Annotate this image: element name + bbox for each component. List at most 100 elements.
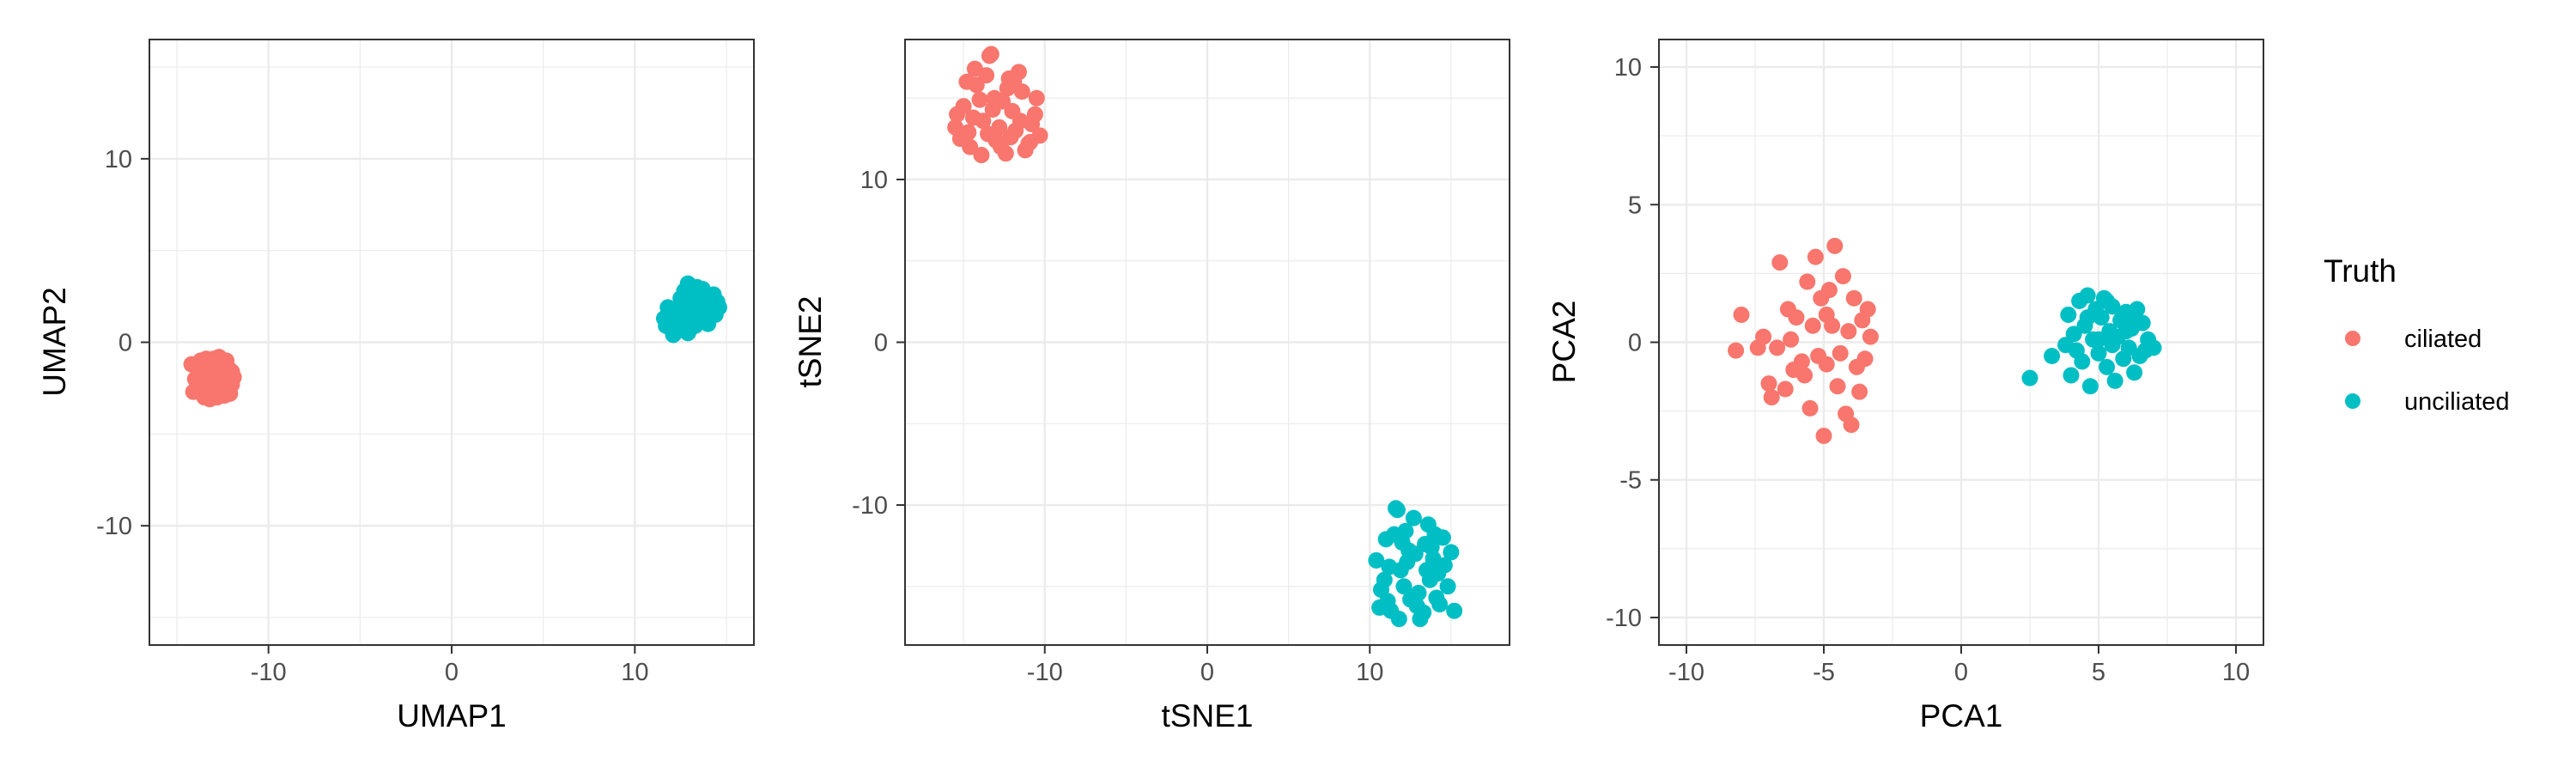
- data-point-ciliated: [982, 46, 999, 63]
- umap-y-axis-title: UMAP2: [37, 287, 72, 396]
- legend: Truth ciliated unciliated: [2324, 253, 2510, 416]
- y-tick-label: 5: [1628, 192, 1642, 219]
- data-point-ciliated: [1799, 273, 1816, 290]
- pca-grid: [1659, 40, 2263, 645]
- data-point-ciliated: [210, 349, 228, 366]
- tsne-ticks: -10 0 10 -10 0 10: [852, 167, 1383, 686]
- data-point-unciliated: [1423, 539, 1440, 556]
- data-point-ciliated: [1859, 301, 1876, 318]
- data-point-unciliated: [658, 317, 675, 334]
- data-point-unciliated: [2060, 306, 2077, 323]
- data-point-ciliated: [1834, 268, 1851, 285]
- data-point-unciliated: [1394, 534, 1411, 551]
- data-point-unciliated: [1419, 516, 1437, 533]
- data-point-ciliated: [1771, 254, 1789, 271]
- data-point-ciliated: [1012, 113, 1029, 130]
- data-point-ciliated: [960, 124, 977, 141]
- data-point-ciliated: [1826, 237, 1844, 254]
- data-point-unciliated: [2104, 337, 2121, 354]
- pca-x-axis-title: PCA1: [1920, 698, 2003, 733]
- data-point-ciliated: [197, 350, 215, 368]
- data-point-unciliated: [1388, 502, 1406, 519]
- data-point-ciliated: [1028, 89, 1045, 107]
- tsne-y-axis-title: tSNE2: [793, 296, 828, 388]
- data-point-unciliated: [1408, 598, 1425, 615]
- umap-ticks: -10 0 10 -10 0 10: [96, 146, 648, 686]
- data-point-ciliated: [1815, 427, 1832, 444]
- data-point-ciliated: [207, 374, 224, 391]
- y-tick-label: 10: [860, 167, 888, 194]
- data-point-ciliated: [216, 386, 233, 404]
- data-point-ciliated: [1783, 331, 1800, 348]
- data-point-ciliated: [980, 125, 997, 143]
- data-point-unciliated: [1390, 611, 1407, 628]
- data-point-ciliated: [966, 60, 983, 77]
- data-point-ciliated: [1733, 306, 1750, 323]
- data-point-unciliated: [1439, 578, 1456, 595]
- data-point-ciliated: [1820, 282, 1838, 299]
- data-point-unciliated: [708, 294, 726, 310]
- data-point-ciliated: [1829, 378, 1846, 395]
- y-tick-label: -10: [1606, 605, 1642, 632]
- data-point-ciliated: [1843, 417, 1860, 434]
- pca-y-axis-title: PCA2: [1546, 301, 1582, 384]
- data-point-unciliated: [2099, 292, 2116, 309]
- data-point-ciliated: [1818, 306, 1835, 323]
- data-point-unciliated: [1399, 553, 1416, 570]
- data-point-unciliated: [2044, 348, 2061, 365]
- data-point-ciliated: [1851, 383, 1868, 400]
- data-point-ciliated: [1002, 129, 1019, 146]
- tsne-grid: [905, 40, 1510, 645]
- pca-panel: -10 -5 0 5 10 -10 -5 0 5 10 PCA1 PCA2: [1546, 39, 2264, 733]
- data-point-ciliated: [1769, 339, 1786, 356]
- data-point-ciliated: [223, 363, 240, 380]
- data-point-unciliated: [694, 281, 711, 298]
- data-point-unciliated: [1443, 544, 1460, 561]
- legend-key-unciliated: [2345, 393, 2360, 409]
- data-point-unciliated: [2068, 342, 2085, 359]
- y-tick-label: -5: [1619, 467, 1642, 495]
- data-point-unciliated: [2079, 309, 2096, 326]
- data-point-unciliated: [659, 299, 677, 316]
- data-point-ciliated: [1022, 133, 1039, 150]
- x-tick-label: 10: [2222, 659, 2250, 686]
- x-tick-label: 0: [1954, 659, 1968, 686]
- pca-points: [1728, 237, 2162, 444]
- data-point-unciliated: [2117, 323, 2135, 340]
- data-point-unciliated: [1405, 509, 1422, 526]
- data-point-ciliated: [1862, 328, 1879, 345]
- data-point-unciliated: [1379, 593, 1396, 610]
- data-point-unciliated: [2081, 378, 2099, 395]
- x-tick-label: 10: [621, 659, 648, 686]
- y-tick-label: 0: [874, 330, 888, 357]
- x-tick-label: -10: [251, 659, 287, 686]
- tsne-x-axis-title: tSNE1: [1162, 698, 1254, 733]
- data-point-ciliated: [201, 391, 218, 408]
- pca-ticks: -10 -5 0 5 10 -10 -5 0 5 10: [1606, 54, 2250, 686]
- umap-panel: -10 0 10 -10 0 10 UMAP1 UMAP2: [37, 39, 755, 733]
- data-point-unciliated: [1410, 584, 1427, 601]
- y-tick-label: 10: [1614, 54, 1642, 82]
- data-point-ciliated: [1807, 248, 1824, 265]
- umap-points: [183, 275, 727, 408]
- legend-title: Truth: [2324, 253, 2397, 289]
- data-point-ciliated: [1788, 309, 1805, 326]
- data-point-unciliated: [1368, 551, 1385, 569]
- x-tick-label: 10: [1356, 659, 1383, 686]
- data-point-ciliated: [1818, 356, 1835, 373]
- data-point-ciliated: [1801, 399, 1819, 417]
- x-tick-label: 5: [2092, 659, 2105, 686]
- data-point-unciliated: [2126, 364, 2143, 381]
- data-point-ciliated: [958, 73, 975, 90]
- data-point-ciliated: [1760, 375, 1777, 393]
- data-point-ciliated: [1845, 289, 1862, 307]
- data-point-ciliated: [949, 106, 966, 123]
- data-point-unciliated: [1428, 589, 1445, 606]
- data-point-ciliated: [964, 109, 981, 126]
- x-tick-label: -5: [1813, 659, 1835, 686]
- data-point-unciliated: [1418, 562, 1435, 579]
- x-tick-label: -10: [1027, 659, 1063, 686]
- data-point-ciliated: [1763, 389, 1780, 406]
- y-tick-label: -10: [852, 492, 888, 520]
